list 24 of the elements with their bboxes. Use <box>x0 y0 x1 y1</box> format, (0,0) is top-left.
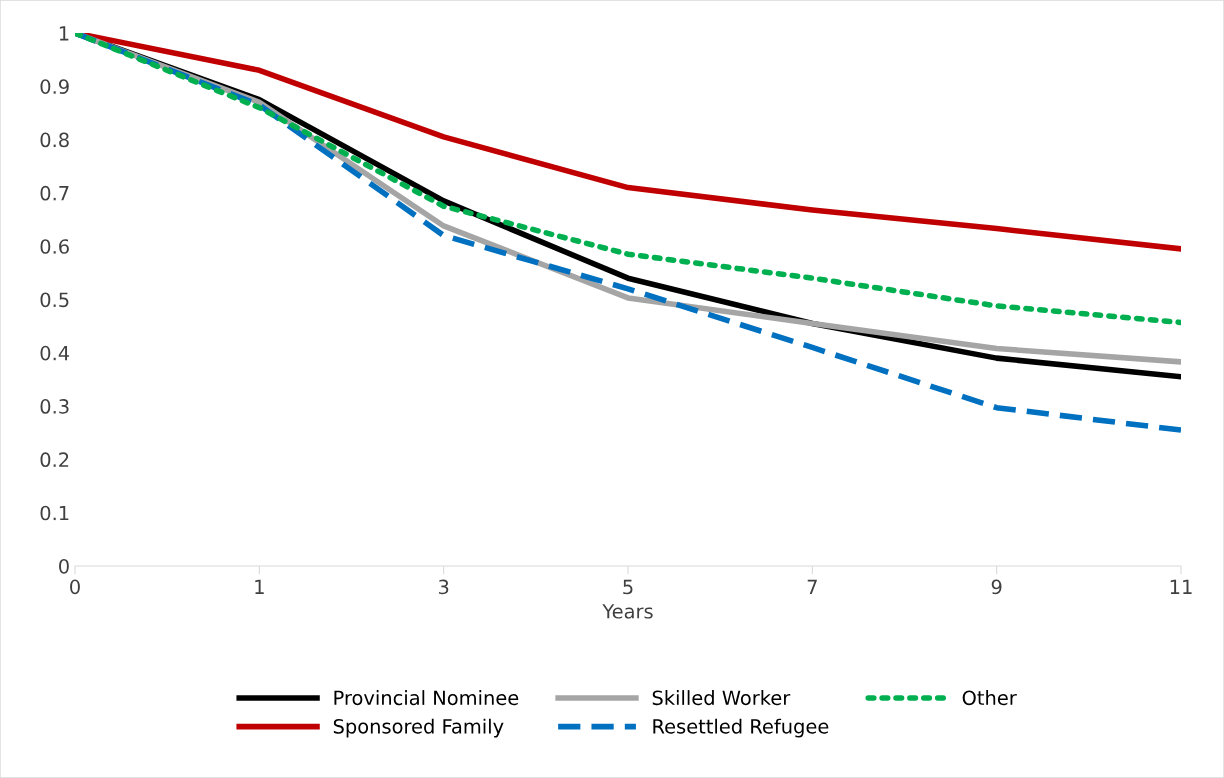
x-tick-label: 7 <box>807 579 817 594</box>
legend-label: Skilled Worker <box>652 690 791 706</box>
y-tick-label: 0.6 <box>40 239 69 254</box>
y-tick-label: 0 <box>59 558 69 574</box>
y-tick-label: 0.3 <box>40 399 69 414</box>
y-tick-label: 0.4 <box>40 345 70 361</box>
legend-label: Other <box>962 690 1017 706</box>
x-tick-label: 9 <box>991 579 1002 595</box>
x-axis-title: Years <box>602 604 653 619</box>
x-tick-label: 11 <box>1170 579 1192 594</box>
x-tick-label: 1 <box>255 579 264 594</box>
y-tick-label: 0.7 <box>40 185 69 201</box>
x-tick-label: 3 <box>438 579 449 595</box>
legend-label: Sponsored Family <box>333 718 504 738</box>
x-tick-label: 5 <box>623 579 633 595</box>
y-tick-label: 0.1 <box>40 505 69 521</box>
y-tick-label: 0.5 <box>40 292 69 308</box>
y-tick-label: 1 <box>59 26 69 41</box>
x-tick-label: 0 <box>70 579 80 595</box>
legend-label: Resettled Refugee <box>653 718 829 738</box>
y-tick-label: 0.9 <box>40 79 69 94</box>
legend-label: Provincial Nominee <box>334 690 519 706</box>
y-tick-label: 0.2 <box>40 452 69 468</box>
y-tick-label: 0.8 <box>40 132 69 148</box>
